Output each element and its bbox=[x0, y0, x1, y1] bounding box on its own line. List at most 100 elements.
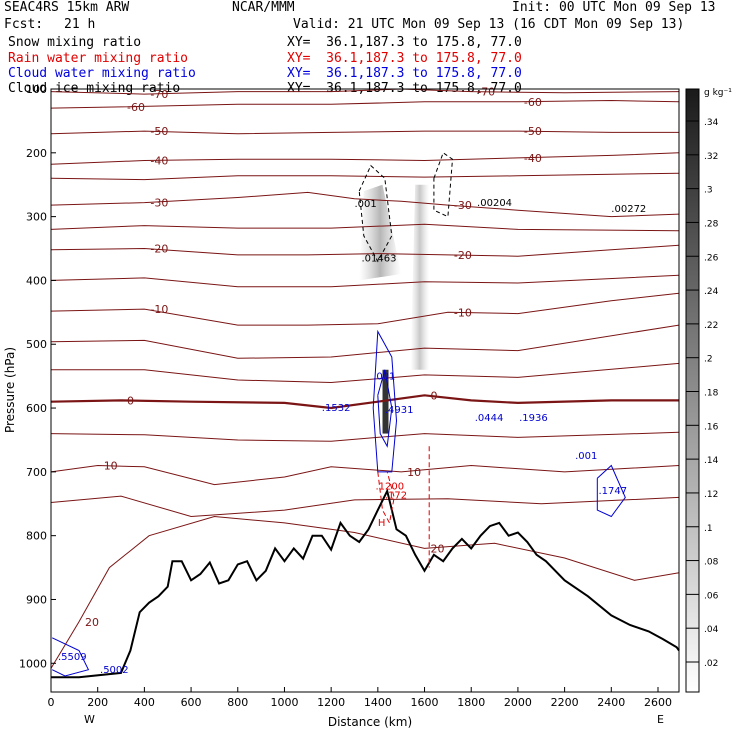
colorbar-tick-label: .24 bbox=[704, 287, 719, 297]
isotherm-label: 20 bbox=[431, 542, 445, 555]
isotherm-label: -20 bbox=[150, 243, 168, 256]
x-tick-label: 400 bbox=[134, 696, 155, 709]
colorbar-tick-label: .06 bbox=[704, 591, 719, 601]
x-tick-label: 800 bbox=[227, 696, 248, 709]
isotherm-line bbox=[50, 394, 679, 410]
field-xy-rain: XY= 36.1,187.3 to 175.8, 77.0 bbox=[287, 51, 522, 66]
cloud-water-maximum: .5002 bbox=[100, 665, 129, 676]
cloud-water-maximum: .001 bbox=[373, 371, 395, 382]
y-tick-label: 200 bbox=[26, 147, 47, 160]
isotherm-label: 10 bbox=[407, 466, 421, 479]
colorbar-tick-label: .18 bbox=[704, 389, 719, 399]
y-tick-label: 400 bbox=[26, 274, 47, 287]
field-name-snow: Snow mixing ratio bbox=[8, 35, 142, 50]
colorbar-tick-label: .26 bbox=[704, 253, 719, 263]
cloud-water-maximum: .1747 bbox=[598, 486, 627, 497]
colorbar-tick-label: .1 bbox=[704, 524, 713, 534]
x-tick-label: 1400 bbox=[364, 696, 392, 709]
isotherm-line bbox=[50, 223, 680, 232]
isotherm-line bbox=[50, 244, 680, 257]
isotherm-line bbox=[50, 130, 679, 135]
cloud-water-contour bbox=[377, 369, 393, 448]
cloud-water-contour bbox=[51, 637, 90, 677]
x-axis-label: Distance (km) bbox=[328, 715, 412, 729]
x-tick-label: 200 bbox=[87, 696, 108, 709]
field-xy-snow: XY= 36.1,187.3 to 175.8, 77.0 bbox=[287, 35, 522, 50]
fcst-value: 21 h bbox=[64, 17, 96, 32]
isotherm-line bbox=[50, 191, 680, 218]
x-tick-label: 1000 bbox=[270, 696, 298, 709]
colorbar-tick-label: .08 bbox=[704, 558, 719, 568]
isotherm-label: 10 bbox=[104, 459, 118, 472]
org-label: NCAR/MMM bbox=[232, 0, 295, 15]
y-tick-label: 700 bbox=[26, 466, 47, 479]
isotherm-label: -40 bbox=[150, 154, 168, 167]
isotherm-line bbox=[50, 431, 680, 442]
east-label: E bbox=[657, 713, 664, 726]
isotherm-label: -60 bbox=[524, 96, 542, 109]
y-tick-label: 600 bbox=[26, 402, 47, 415]
colorbar-tick-label: .16 bbox=[704, 422, 719, 432]
colorbar bbox=[685, 88, 700, 693]
isotherm-label: -50 bbox=[524, 125, 542, 138]
cloud-water-maximum: .1532 bbox=[322, 403, 351, 414]
colorbar-tick-label: .22 bbox=[704, 321, 718, 331]
colorbar-tick-label: .02 bbox=[704, 659, 718, 669]
colorbar-tick-label: .12 bbox=[704, 490, 718, 500]
terrain-line bbox=[51, 488, 680, 679]
isotherm-label: -10 bbox=[454, 306, 472, 319]
isotherm-line bbox=[50, 324, 680, 359]
isotherm-line bbox=[50, 172, 680, 181]
x-tick-label: 0 bbox=[48, 696, 55, 709]
isotherm-label: -30 bbox=[150, 197, 168, 210]
isotherm-label: -40 bbox=[524, 152, 542, 165]
y-axis-label: Pressure (hPa) bbox=[3, 347, 17, 433]
rain-maximum: H bbox=[378, 518, 386, 529]
snow-shading bbox=[410, 184, 430, 370]
isotherm-line bbox=[50, 274, 680, 288]
isotherm-line bbox=[50, 88, 680, 95]
y-tick-label: 300 bbox=[26, 211, 47, 224]
isotherm-label: -50 bbox=[150, 125, 168, 138]
cloud-ice-contour bbox=[433, 152, 454, 218]
field-xy-cloud-water: XY= 36.1,187.3 to 175.8, 77.0 bbox=[287, 66, 522, 81]
colorbar-unit: g kg⁻¹ bbox=[704, 88, 732, 98]
cloud-ice-contour bbox=[358, 164, 393, 263]
y-tick-label: 500 bbox=[26, 338, 47, 351]
isotherm-label: 0 bbox=[431, 389, 438, 402]
cloud-ice-maximum: .001 bbox=[354, 199, 376, 210]
isotherm-line bbox=[50, 152, 680, 165]
x-tick-label: 2400 bbox=[597, 696, 625, 709]
isotherm-line bbox=[50, 495, 680, 518]
isotherm-line bbox=[51, 362, 680, 384]
colorbar-tick-label: .04 bbox=[704, 625, 719, 635]
isotherm-line bbox=[50, 292, 680, 326]
x-tick-label: 2200 bbox=[551, 696, 579, 709]
isotherm-label: 0 bbox=[127, 394, 134, 407]
y-tick-label: 900 bbox=[26, 593, 47, 606]
colorbar-tick-label: .2 bbox=[704, 355, 713, 365]
colorbar-tick-label: .34 bbox=[704, 118, 719, 128]
isotherm-label: -10 bbox=[150, 303, 168, 316]
x-tick-label: 600 bbox=[181, 696, 202, 709]
x-tick-label: 2000 bbox=[504, 696, 532, 709]
colorbar-tick-label: .28 bbox=[704, 219, 719, 229]
isotherm-label: -30 bbox=[454, 199, 472, 212]
plot-frame bbox=[50, 88, 680, 693]
cloud-water-contour bbox=[596, 464, 626, 518]
cloud-water-maximum: .4931 bbox=[385, 405, 414, 416]
cloud-water-maximum: .5509 bbox=[58, 652, 87, 663]
cloud-water-maximum: .1936 bbox=[519, 413, 548, 424]
rain-maximum: .1200 bbox=[376, 482, 405, 493]
y-tick-label: 100 bbox=[26, 83, 47, 96]
isotherm-label: -60 bbox=[127, 101, 145, 114]
fcst-label: Fcst: bbox=[4, 17, 44, 32]
isotherm-label: -70 bbox=[477, 86, 495, 99]
isotherm-label: -20 bbox=[454, 249, 472, 262]
x-tick-label: 1200 bbox=[317, 696, 345, 709]
y-tick-label: 1000 bbox=[19, 657, 47, 670]
rain-contour bbox=[377, 471, 395, 525]
field-name-rain: Rain water mixing ratio bbox=[8, 51, 189, 66]
y-tick-label: 800 bbox=[26, 530, 47, 543]
